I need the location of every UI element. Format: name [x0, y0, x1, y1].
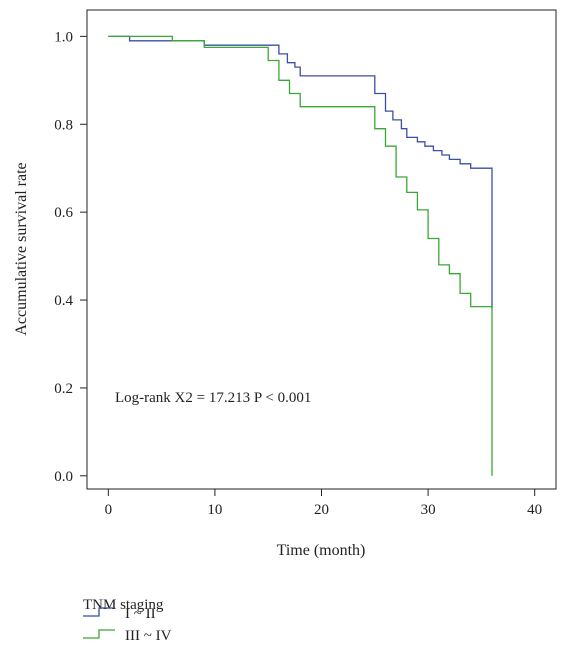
legend-title: TNM staging: [83, 597, 164, 613]
y-tick-label-3: 0.6: [54, 205, 73, 221]
log-rank-annotation: Log-rank X2 = 17.213 P < 0.001: [115, 390, 311, 406]
legend: TNM staging I ~ II III ~ IV: [83, 597, 172, 644]
legend-swatch-1: [83, 607, 115, 617]
x-tick-label-4: 40: [527, 502, 542, 518]
y-tick-label-2: 0.4: [54, 293, 73, 309]
y-tick-label-1: 0.2: [54, 381, 73, 397]
series-line-2: [108, 35, 493, 476]
x-tick-label-2: 20: [314, 502, 329, 518]
legend-label-2: III ~ IV: [125, 628, 172, 644]
x-axis-title: Time (month): [277, 542, 366, 559]
y-tick-label-4: 0.8: [54, 117, 73, 133]
y-tick-label-0: 0.0: [54, 469, 73, 485]
y-tick-label-5: 1.0: [54, 29, 73, 45]
x-tick-label-3: 30: [421, 502, 436, 518]
legend-swatch-2: [83, 629, 115, 639]
series-line-1: [108, 35, 493, 309]
legend-items: I ~ II III ~ IV: [83, 606, 172, 644]
series-layer: [108, 35, 493, 476]
x-tick-label-0: 0: [105, 502, 113, 518]
plot-frame: [86, 9, 557, 490]
legend-label-1: I ~ II: [125, 606, 156, 622]
y-axis: 0.0 0.2 0.4 0.6 0.8 1.0: [54, 29, 87, 485]
y-axis-title: Accumulative survival rate: [13, 162, 30, 335]
x-axis: 0 10 20 30 40: [105, 489, 542, 518]
x-tick-label-1: 10: [207, 502, 222, 518]
